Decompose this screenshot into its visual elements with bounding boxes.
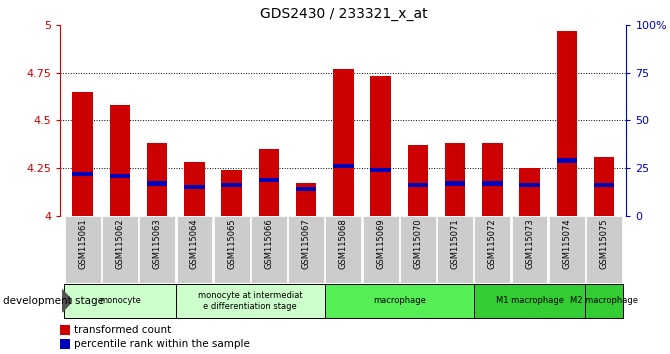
Bar bbox=[594, 157, 614, 216]
Bar bbox=[445, 143, 466, 216]
FancyBboxPatch shape bbox=[474, 216, 511, 283]
Text: GSM115071: GSM115071 bbox=[451, 218, 460, 269]
FancyBboxPatch shape bbox=[362, 216, 399, 283]
FancyBboxPatch shape bbox=[214, 216, 249, 283]
Bar bbox=[519, 168, 540, 216]
Bar bbox=[110, 105, 130, 216]
Bar bbox=[184, 185, 204, 189]
Bar bbox=[557, 158, 577, 162]
Bar bbox=[259, 177, 279, 182]
Text: GSM115072: GSM115072 bbox=[488, 218, 497, 269]
Text: monocyte: monocyte bbox=[99, 296, 141, 306]
Bar bbox=[333, 164, 354, 169]
Bar bbox=[333, 69, 354, 216]
Text: GSM115074: GSM115074 bbox=[562, 218, 572, 269]
FancyBboxPatch shape bbox=[176, 216, 212, 283]
Bar bbox=[594, 183, 614, 188]
Bar bbox=[482, 143, 502, 216]
Bar bbox=[72, 92, 93, 216]
FancyBboxPatch shape bbox=[586, 216, 622, 283]
Bar bbox=[184, 162, 204, 216]
FancyBboxPatch shape bbox=[549, 216, 585, 283]
Text: development stage: development stage bbox=[3, 296, 105, 306]
Bar bbox=[407, 183, 428, 188]
FancyBboxPatch shape bbox=[512, 216, 547, 283]
Text: GSM115066: GSM115066 bbox=[265, 218, 273, 269]
Text: M1 macrophage: M1 macrophage bbox=[496, 296, 563, 306]
Bar bbox=[72, 172, 93, 176]
Text: GSM115067: GSM115067 bbox=[302, 218, 311, 269]
Bar bbox=[371, 76, 391, 216]
Text: monocyte at intermediat
e differentiation stage: monocyte at intermediat e differentiatio… bbox=[198, 291, 303, 310]
Text: GSM115065: GSM115065 bbox=[227, 218, 236, 269]
Text: percentile rank within the sample: percentile rank within the sample bbox=[74, 339, 251, 349]
Bar bbox=[482, 181, 502, 185]
Text: GSM115068: GSM115068 bbox=[339, 218, 348, 269]
Text: GSM115062: GSM115062 bbox=[115, 218, 125, 269]
Bar bbox=[147, 143, 168, 216]
Text: M2 macrophage: M2 macrophage bbox=[570, 296, 638, 306]
Bar bbox=[296, 183, 316, 216]
Polygon shape bbox=[62, 290, 72, 312]
Bar bbox=[60, 325, 70, 335]
Bar bbox=[407, 145, 428, 216]
FancyBboxPatch shape bbox=[139, 216, 175, 283]
FancyBboxPatch shape bbox=[400, 216, 436, 283]
Text: macrophage: macrophage bbox=[373, 296, 425, 306]
Text: GSM115070: GSM115070 bbox=[413, 218, 422, 269]
FancyBboxPatch shape bbox=[325, 284, 474, 318]
Text: GSM115069: GSM115069 bbox=[376, 218, 385, 269]
Bar bbox=[296, 187, 316, 191]
Bar bbox=[445, 181, 466, 185]
FancyBboxPatch shape bbox=[438, 216, 473, 283]
Bar bbox=[110, 174, 130, 178]
Bar bbox=[371, 168, 391, 172]
Text: GSM115075: GSM115075 bbox=[600, 218, 608, 269]
FancyBboxPatch shape bbox=[288, 216, 324, 283]
Bar bbox=[221, 183, 242, 188]
FancyBboxPatch shape bbox=[64, 284, 176, 318]
Bar bbox=[147, 181, 168, 185]
Bar bbox=[221, 170, 242, 216]
Bar bbox=[557, 30, 577, 216]
Text: GSM115063: GSM115063 bbox=[153, 218, 161, 269]
FancyBboxPatch shape bbox=[102, 216, 138, 283]
FancyBboxPatch shape bbox=[586, 284, 622, 318]
FancyBboxPatch shape bbox=[65, 216, 100, 283]
Text: GSM115073: GSM115073 bbox=[525, 218, 534, 269]
Bar bbox=[519, 183, 540, 188]
Text: GSM115061: GSM115061 bbox=[78, 218, 87, 269]
FancyBboxPatch shape bbox=[474, 284, 586, 318]
FancyBboxPatch shape bbox=[176, 284, 325, 318]
Text: GSM115064: GSM115064 bbox=[190, 218, 199, 269]
Bar bbox=[60, 339, 70, 349]
FancyBboxPatch shape bbox=[251, 216, 287, 283]
Text: transformed count: transformed count bbox=[74, 325, 172, 335]
FancyBboxPatch shape bbox=[326, 216, 361, 283]
Bar bbox=[259, 149, 279, 216]
Title: GDS2430 / 233321_x_at: GDS2430 / 233321_x_at bbox=[259, 7, 427, 21]
